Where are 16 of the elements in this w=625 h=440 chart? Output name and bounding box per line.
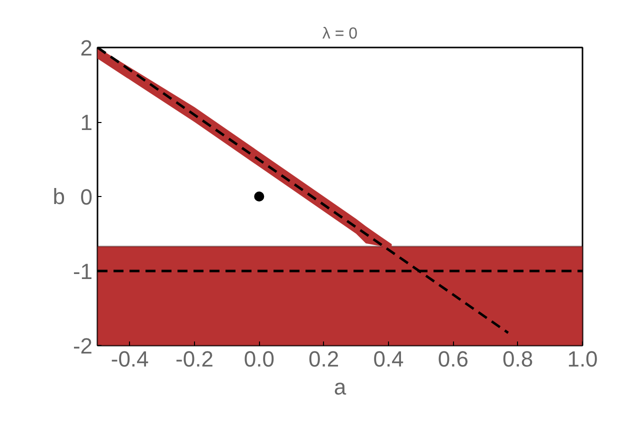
x-tick-label: -0.2 (176, 346, 214, 372)
y-tick-label: 1 (80, 110, 93, 135)
x-tick-label: 0.2 (308, 346, 340, 372)
x-axis-title: a (334, 374, 347, 400)
x-tick-label: 1.0 (567, 346, 598, 372)
y-tick-label: 0 (80, 184, 93, 210)
x-tick-label: 0.8 (502, 346, 534, 372)
chart-title: λ = 0 (322, 26, 358, 42)
y-tick-label: -2 (72, 334, 92, 358)
x-tick-label: 0.0 (244, 346, 274, 372)
y-tick-label: 2 (80, 36, 93, 60)
x-tick-label: 0.6 (438, 346, 468, 372)
y-axis-title: b (52, 184, 65, 209)
x-tick-label: -0.4 (110, 346, 149, 372)
y-tick-label: -1 (72, 259, 92, 284)
x-tick-label: 0.4 (373, 346, 404, 372)
